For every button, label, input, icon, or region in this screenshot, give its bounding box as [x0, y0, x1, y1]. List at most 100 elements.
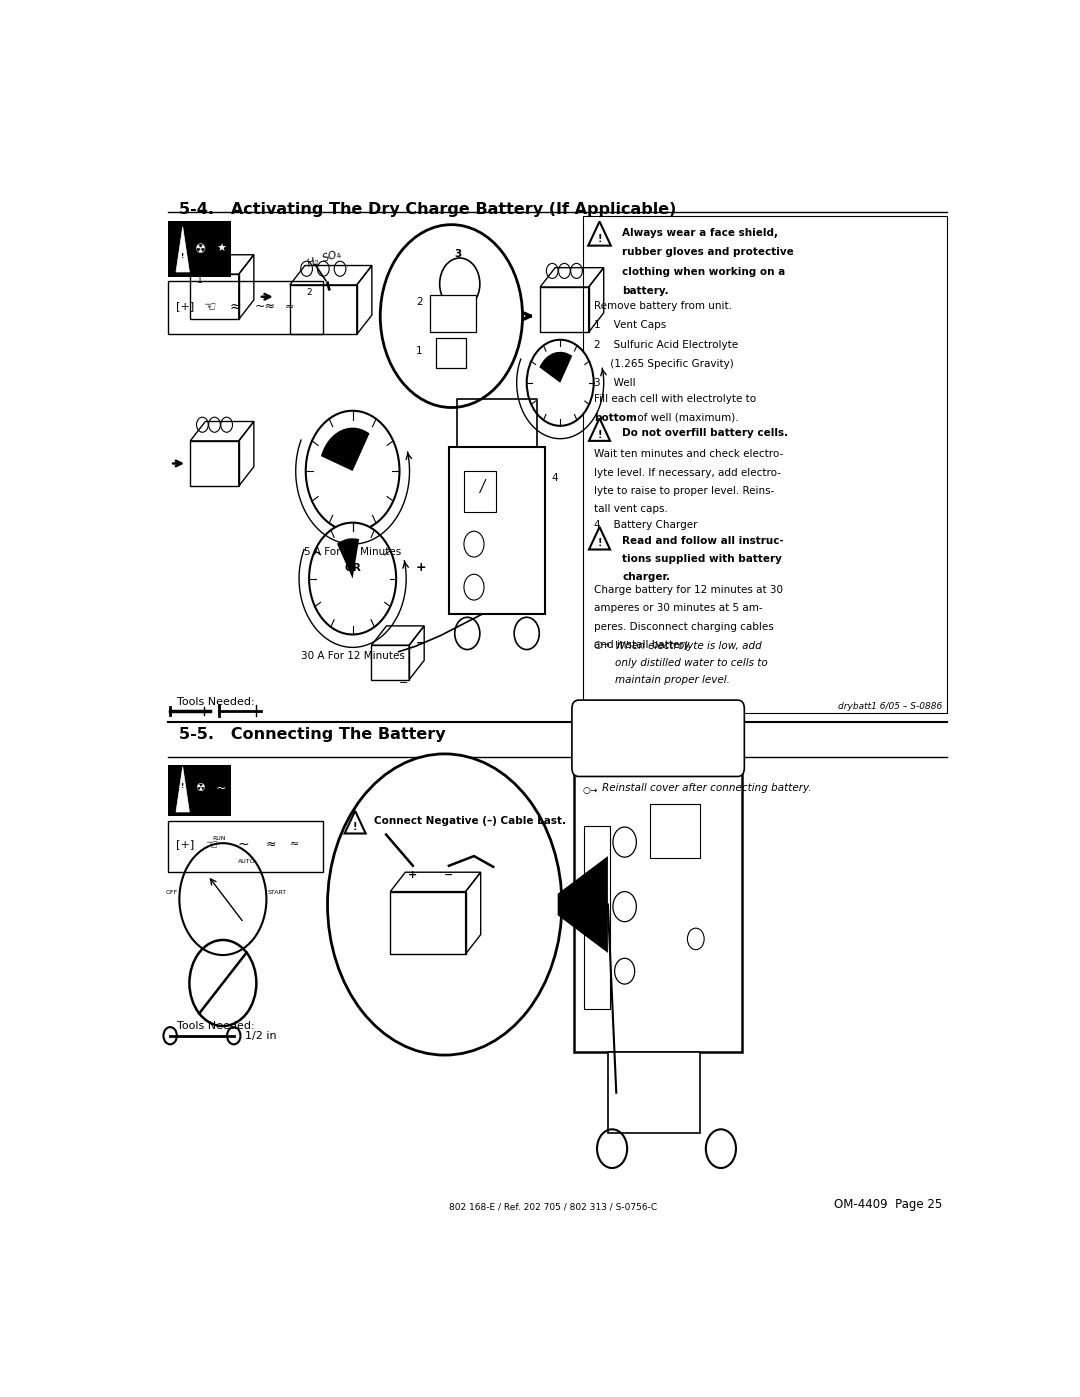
Text: 4: 4	[552, 472, 558, 483]
Text: −: −	[416, 636, 426, 650]
Text: battery.: battery.	[622, 286, 669, 296]
Bar	[583, 217, 947, 712]
Text: +: +	[408, 869, 418, 880]
Text: drybatt1 6/05 – S-0886: drybatt1 6/05 – S-0886	[838, 701, 943, 711]
Bar	[584, 826, 609, 1009]
Text: !: !	[181, 253, 185, 258]
Circle shape	[527, 339, 594, 426]
Text: ≈: ≈	[266, 838, 275, 851]
Wedge shape	[539, 352, 572, 383]
Bar	[540, 286, 589, 332]
Bar	[650, 805, 700, 858]
Text: −: −	[444, 869, 454, 880]
Wedge shape	[337, 538, 360, 578]
Text: ★: ★	[216, 244, 226, 254]
Text: !: !	[597, 235, 602, 244]
Text: bottom: bottom	[594, 414, 636, 423]
Text: ☜: ☜	[204, 299, 217, 313]
Bar	[449, 447, 545, 615]
Text: !: !	[181, 784, 185, 789]
Text: Always wear a face shield,: Always wear a face shield,	[622, 228, 778, 237]
Text: !: !	[353, 823, 357, 833]
Text: lyte level. If necessary, add electro-: lyte level. If necessary, add electro-	[594, 468, 781, 478]
Text: RUN: RUN	[212, 835, 226, 841]
Text: 1/2 in: 1/2 in	[245, 1031, 278, 1041]
Text: 4    Battery Charger: 4 Battery Charger	[594, 521, 698, 531]
Text: 1    Vent Caps: 1 Vent Caps	[594, 320, 666, 330]
Bar	[464, 471, 496, 511]
Text: Remove battery from unit.: Remove battery from unit.	[594, 300, 731, 312]
Text: peres. Disconnect charging cables: peres. Disconnect charging cables	[594, 622, 773, 631]
Text: 30 A For 12 Minutes: 30 A For 12 Minutes	[300, 651, 405, 661]
Circle shape	[380, 225, 523, 408]
Text: 2: 2	[416, 298, 423, 307]
Text: ☢: ☢	[195, 784, 205, 793]
Text: clothing when working on a: clothing when working on a	[622, 267, 785, 277]
Bar	[168, 281, 323, 334]
Text: rubber gloves and protective: rubber gloves and protective	[622, 247, 794, 257]
Text: 5-5.   Connecting The Battery: 5-5. Connecting The Battery	[178, 726, 445, 742]
Text: ~: ~	[238, 837, 249, 851]
Text: maintain proper level.: maintain proper level.	[616, 675, 730, 686]
Circle shape	[327, 754, 562, 1055]
Wedge shape	[321, 427, 369, 471]
Text: Tools Needed:: Tools Needed:	[177, 1021, 255, 1031]
Bar	[372, 645, 409, 680]
Text: Fill each cell with electrolyte to: Fill each cell with electrolyte to	[594, 394, 756, 404]
Text: 3: 3	[455, 249, 462, 258]
Text: !: !	[597, 538, 602, 549]
Polygon shape	[176, 226, 189, 272]
Text: !: !	[597, 430, 602, 440]
Text: ☢: ☢	[194, 243, 206, 256]
Text: Charge battery for 12 minutes at 30: Charge battery for 12 minutes at 30	[594, 585, 783, 595]
Text: −: −	[399, 678, 408, 689]
Text: and install battery.: and install battery.	[594, 640, 691, 650]
Text: ≈: ≈	[285, 302, 295, 312]
Text: ☜: ☜	[206, 837, 218, 851]
Polygon shape	[201, 256, 213, 271]
Text: only distilled water to cells to: only distilled water to cells to	[616, 658, 768, 668]
Text: 1: 1	[197, 275, 203, 285]
Text: 1: 1	[416, 345, 423, 356]
Text: OM-4409  Page 25: OM-4409 Page 25	[835, 1199, 943, 1211]
Text: 802 168-E / Ref. 202 705 / 802 313 / S-0756-C: 802 168-E / Ref. 202 705 / 802 313 / S-0…	[449, 1201, 658, 1211]
Bar	[168, 764, 231, 816]
Text: [+]: [+]	[176, 840, 194, 849]
Text: +: +	[416, 562, 426, 574]
Text: 2    Sulfuric Acid Electrolyte: 2 Sulfuric Acid Electrolyte	[594, 339, 738, 349]
Text: 5-4.   Activating The Dry Charge Battery (If Applicable): 5-4. Activating The Dry Charge Battery (…	[178, 203, 676, 217]
Text: OR: OR	[345, 563, 361, 574]
Text: START: START	[268, 890, 287, 894]
Bar	[431, 295, 476, 332]
Text: 5 A For 30 Minutes: 5 A For 30 Minutes	[303, 548, 402, 557]
Circle shape	[306, 411, 400, 531]
Text: 3    Well: 3 Well	[594, 379, 635, 388]
Text: (1.265 Specific Gravity): (1.265 Specific Gravity)	[594, 359, 733, 369]
Text: ○→: ○→	[594, 640, 610, 650]
Text: Do not overfill battery cells.: Do not overfill battery cells.	[622, 427, 788, 437]
Text: ~≈: ~≈	[254, 300, 275, 313]
Text: lyte to raise to proper level. Reins-: lyte to raise to proper level. Reins-	[594, 486, 774, 496]
Text: charger.: charger.	[622, 573, 671, 583]
Text: tall vent caps.: tall vent caps.	[594, 504, 667, 514]
Text: ≈: ≈	[289, 840, 299, 849]
Text: 2: 2	[307, 288, 312, 296]
Bar	[575, 760, 742, 1052]
Polygon shape	[176, 767, 189, 812]
Text: AUTO: AUTO	[238, 859, 256, 863]
Text: tions supplied with battery: tions supplied with battery	[622, 553, 782, 564]
Text: ≈: ≈	[230, 299, 241, 313]
Text: of well (maximum).: of well (maximum).	[634, 414, 739, 423]
Polygon shape	[557, 856, 608, 953]
Bar	[168, 222, 231, 278]
Text: Reinstall cover after connecting battery.: Reinstall cover after connecting battery…	[602, 782, 812, 793]
Text: ~: ~	[216, 782, 227, 795]
FancyBboxPatch shape	[572, 700, 744, 777]
Text: H$_2$ SO$_4$: H$_2$ SO$_4$	[305, 247, 345, 271]
Text: [+]: [+]	[176, 302, 194, 312]
Circle shape	[309, 522, 396, 634]
Text: Wait ten minutes and check electro-: Wait ten minutes and check electro-	[594, 450, 783, 460]
Bar	[390, 891, 465, 954]
Text: amperes or 30 minutes at 5 am-: amperes or 30 minutes at 5 am-	[594, 604, 762, 613]
Text: When electrolyte is low, add: When electrolyte is low, add	[616, 641, 762, 651]
